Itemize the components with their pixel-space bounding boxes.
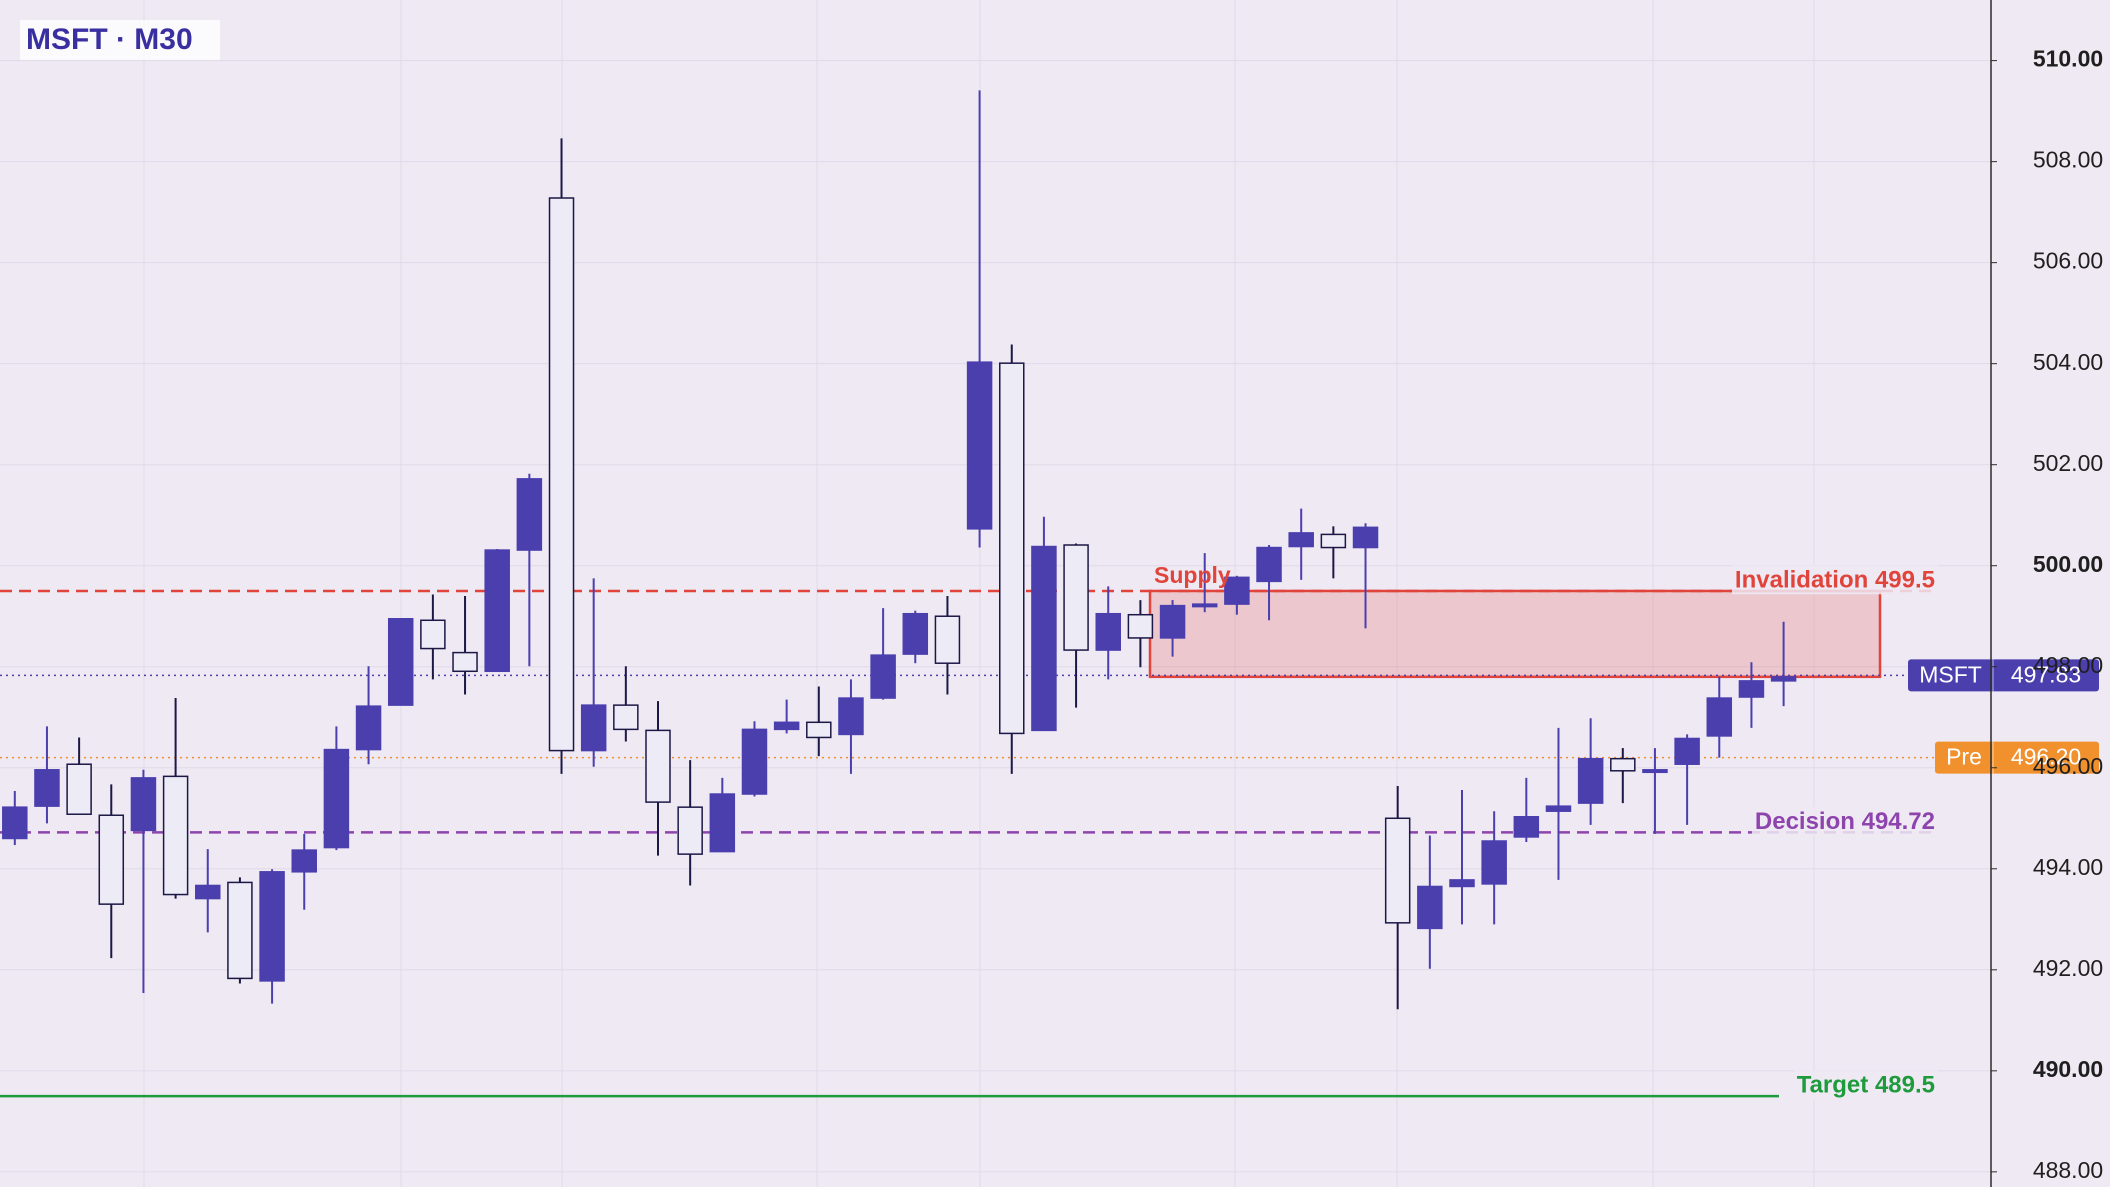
level-label: Decision 494.72: [1755, 808, 1935, 835]
candle-body: [291, 849, 317, 873]
candle-body: [387, 618, 414, 706]
label-background: [1731, 565, 1938, 595]
price-tag-value: 496.20: [2011, 744, 2081, 770]
candle-body: [420, 619, 446, 650]
candle-body: [1545, 805, 1572, 812]
candle-body: [34, 769, 60, 807]
candle-body: [1417, 885, 1443, 930]
candle-body: [1288, 532, 1314, 548]
candle-body: [677, 806, 703, 855]
candle-body: [1224, 576, 1250, 605]
y-tick-label: 506.00: [2033, 248, 2103, 274]
candle-body: [709, 793, 736, 853]
y-tick-label: 492.00: [2033, 955, 2103, 981]
y-tick-label: 502.00: [2033, 450, 2103, 476]
y-tick-label: 508.00: [2033, 147, 2103, 173]
candle-body: [1738, 680, 1765, 698]
y-tick-label: 510.00: [2033, 46, 2103, 72]
candle-body: [838, 697, 864, 736]
candle-body: [1320, 533, 1347, 549]
y-tick-label: 500.00: [2033, 551, 2103, 577]
candle-body: [580, 704, 607, 752]
candle-body: [1610, 757, 1636, 772]
candle-body: [1449, 879, 1475, 888]
candle-body: [1063, 544, 1089, 651]
candle-body: [806, 721, 832, 739]
candle-body: [1481, 840, 1507, 885]
price-tag-name: MSFT: [1919, 661, 1982, 687]
price-axis: 488.00 490.00 492.00 494.00 496.00 498.00 500.…: [1991, 46, 2103, 1183]
candle-body: [741, 728, 768, 795]
y-tick-label: 498.00: [2033, 652, 2103, 678]
candle-layer: [2, 90, 1797, 1010]
candle-body: [548, 197, 575, 752]
zone-layer: [1148, 589, 1882, 679]
candle-body: [1706, 697, 1733, 737]
label-layer: Supply Invalidation 499.5 Decision 494.72 T…: [1154, 562, 2099, 1100]
candle-body: [1256, 546, 1282, 583]
label-background: [1751, 806, 1938, 836]
candle-body: [162, 775, 189, 896]
candle-body: [259, 871, 285, 982]
chart-title: MSFT · M30: [26, 23, 193, 56]
candle-body: [484, 549, 510, 673]
candle-body: [516, 478, 543, 551]
candle-body: [130, 777, 157, 832]
label-background: [1793, 1070, 1938, 1100]
y-tick-label: 490.00: [2033, 1056, 2103, 1082]
candle-body: [966, 361, 993, 530]
supply-zone: [1148, 589, 1882, 679]
candle-body: [1770, 676, 1797, 682]
title-background: [20, 20, 220, 60]
y-tick-label: 504.00: [2033, 349, 2103, 375]
price-tag-value: 497.83: [2011, 661, 2081, 687]
candle-body: [645, 729, 671, 803]
y-tick-label: 488.00: [2033, 1157, 2103, 1183]
candle-body: [323, 748, 350, 849]
candle-body: [999, 362, 1025, 735]
candle-body: [2, 806, 28, 840]
candle-body: [1127, 613, 1154, 639]
price-tag: [1908, 659, 2099, 692]
y-tick-label: 494.00: [2033, 854, 2103, 880]
candle-body: [1031, 545, 1057, 732]
candle-body: [227, 881, 253, 980]
candle-body: [1095, 612, 1121, 651]
price-tag-name: Pre: [1946, 744, 1982, 770]
candle-body: [195, 884, 221, 900]
candle-body: [934, 615, 961, 664]
candle-body: [1384, 817, 1411, 924]
candle-body: [1577, 757, 1604, 804]
candle-body: [355, 705, 382, 751]
candle-body: [1513, 816, 1540, 838]
candle-body: [773, 721, 800, 731]
candle-body: [870, 654, 896, 699]
price-tag: [1935, 741, 2099, 774]
candle-body: [1642, 769, 1668, 774]
candle-body: [1674, 737, 1700, 765]
candle-body: [66, 763, 92, 815]
candle-body: [452, 651, 478, 673]
candle-body: [1191, 603, 1218, 608]
zone-label: Supply: [1154, 562, 1231, 588]
candle-body: [613, 704, 639, 731]
level-label: Invalidation 499.5: [1735, 566, 1935, 593]
candle-body: [902, 612, 929, 655]
candle-body: [98, 814, 125, 905]
candle-body: [1352, 526, 1379, 549]
candle-body: [1159, 604, 1186, 639]
level-label: Target 489.5: [1797, 1071, 1935, 1098]
y-tick-label: 496.00: [2033, 753, 2103, 779]
